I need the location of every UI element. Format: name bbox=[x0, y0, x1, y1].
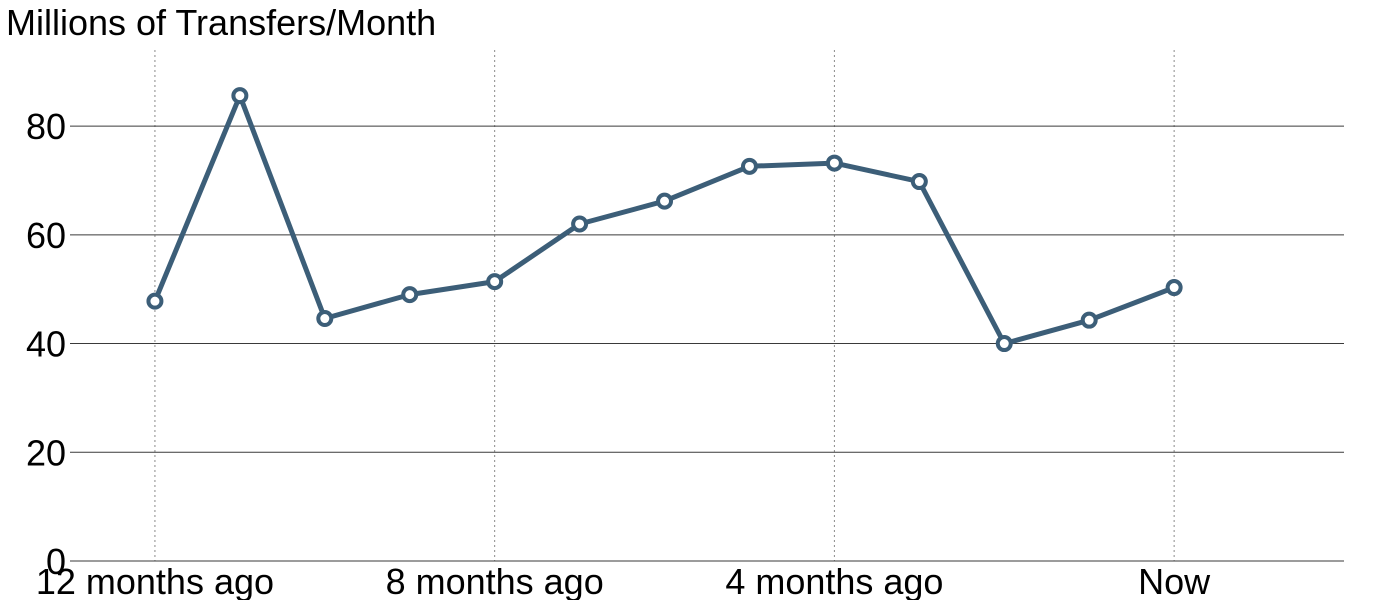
y-tick-label: 20 bbox=[26, 432, 66, 473]
y-tick-label: 0 bbox=[46, 541, 66, 582]
data-point-marker bbox=[1080, 311, 1098, 329]
data-point-marker bbox=[910, 173, 928, 191]
series-line bbox=[152, 93, 1177, 347]
series-layer bbox=[146, 87, 1183, 353]
data-point-marker bbox=[995, 335, 1013, 353]
x-tick-label: 8 months ago bbox=[386, 561, 604, 600]
data-point-marker bbox=[825, 154, 843, 172]
data-point-marker bbox=[571, 215, 589, 233]
x-tick-label: 12 months ago bbox=[36, 561, 274, 600]
y-tick-label: 80 bbox=[26, 106, 66, 147]
x-tick-label: Now bbox=[1138, 561, 1211, 600]
data-point-marker bbox=[656, 192, 674, 210]
data-point-marker bbox=[401, 286, 419, 304]
data-point-marker bbox=[316, 310, 334, 328]
x-tick-label: 4 months ago bbox=[725, 561, 943, 600]
data-point-marker bbox=[486, 273, 504, 291]
y-tick-label: 60 bbox=[26, 215, 66, 256]
y-tick-label: 40 bbox=[26, 324, 66, 365]
data-point-marker bbox=[740, 157, 758, 175]
data-point-marker bbox=[1165, 279, 1183, 297]
grid-layer bbox=[70, 50, 1344, 561]
data-point-marker bbox=[231, 87, 249, 105]
data-point-marker bbox=[146, 292, 164, 310]
chart-title: Millions of Transfers/Month bbox=[6, 2, 437, 43]
tick-label-layer: 0 20 40 60 80 12 months ago 8 months ago 4 mont… bbox=[26, 106, 1211, 600]
